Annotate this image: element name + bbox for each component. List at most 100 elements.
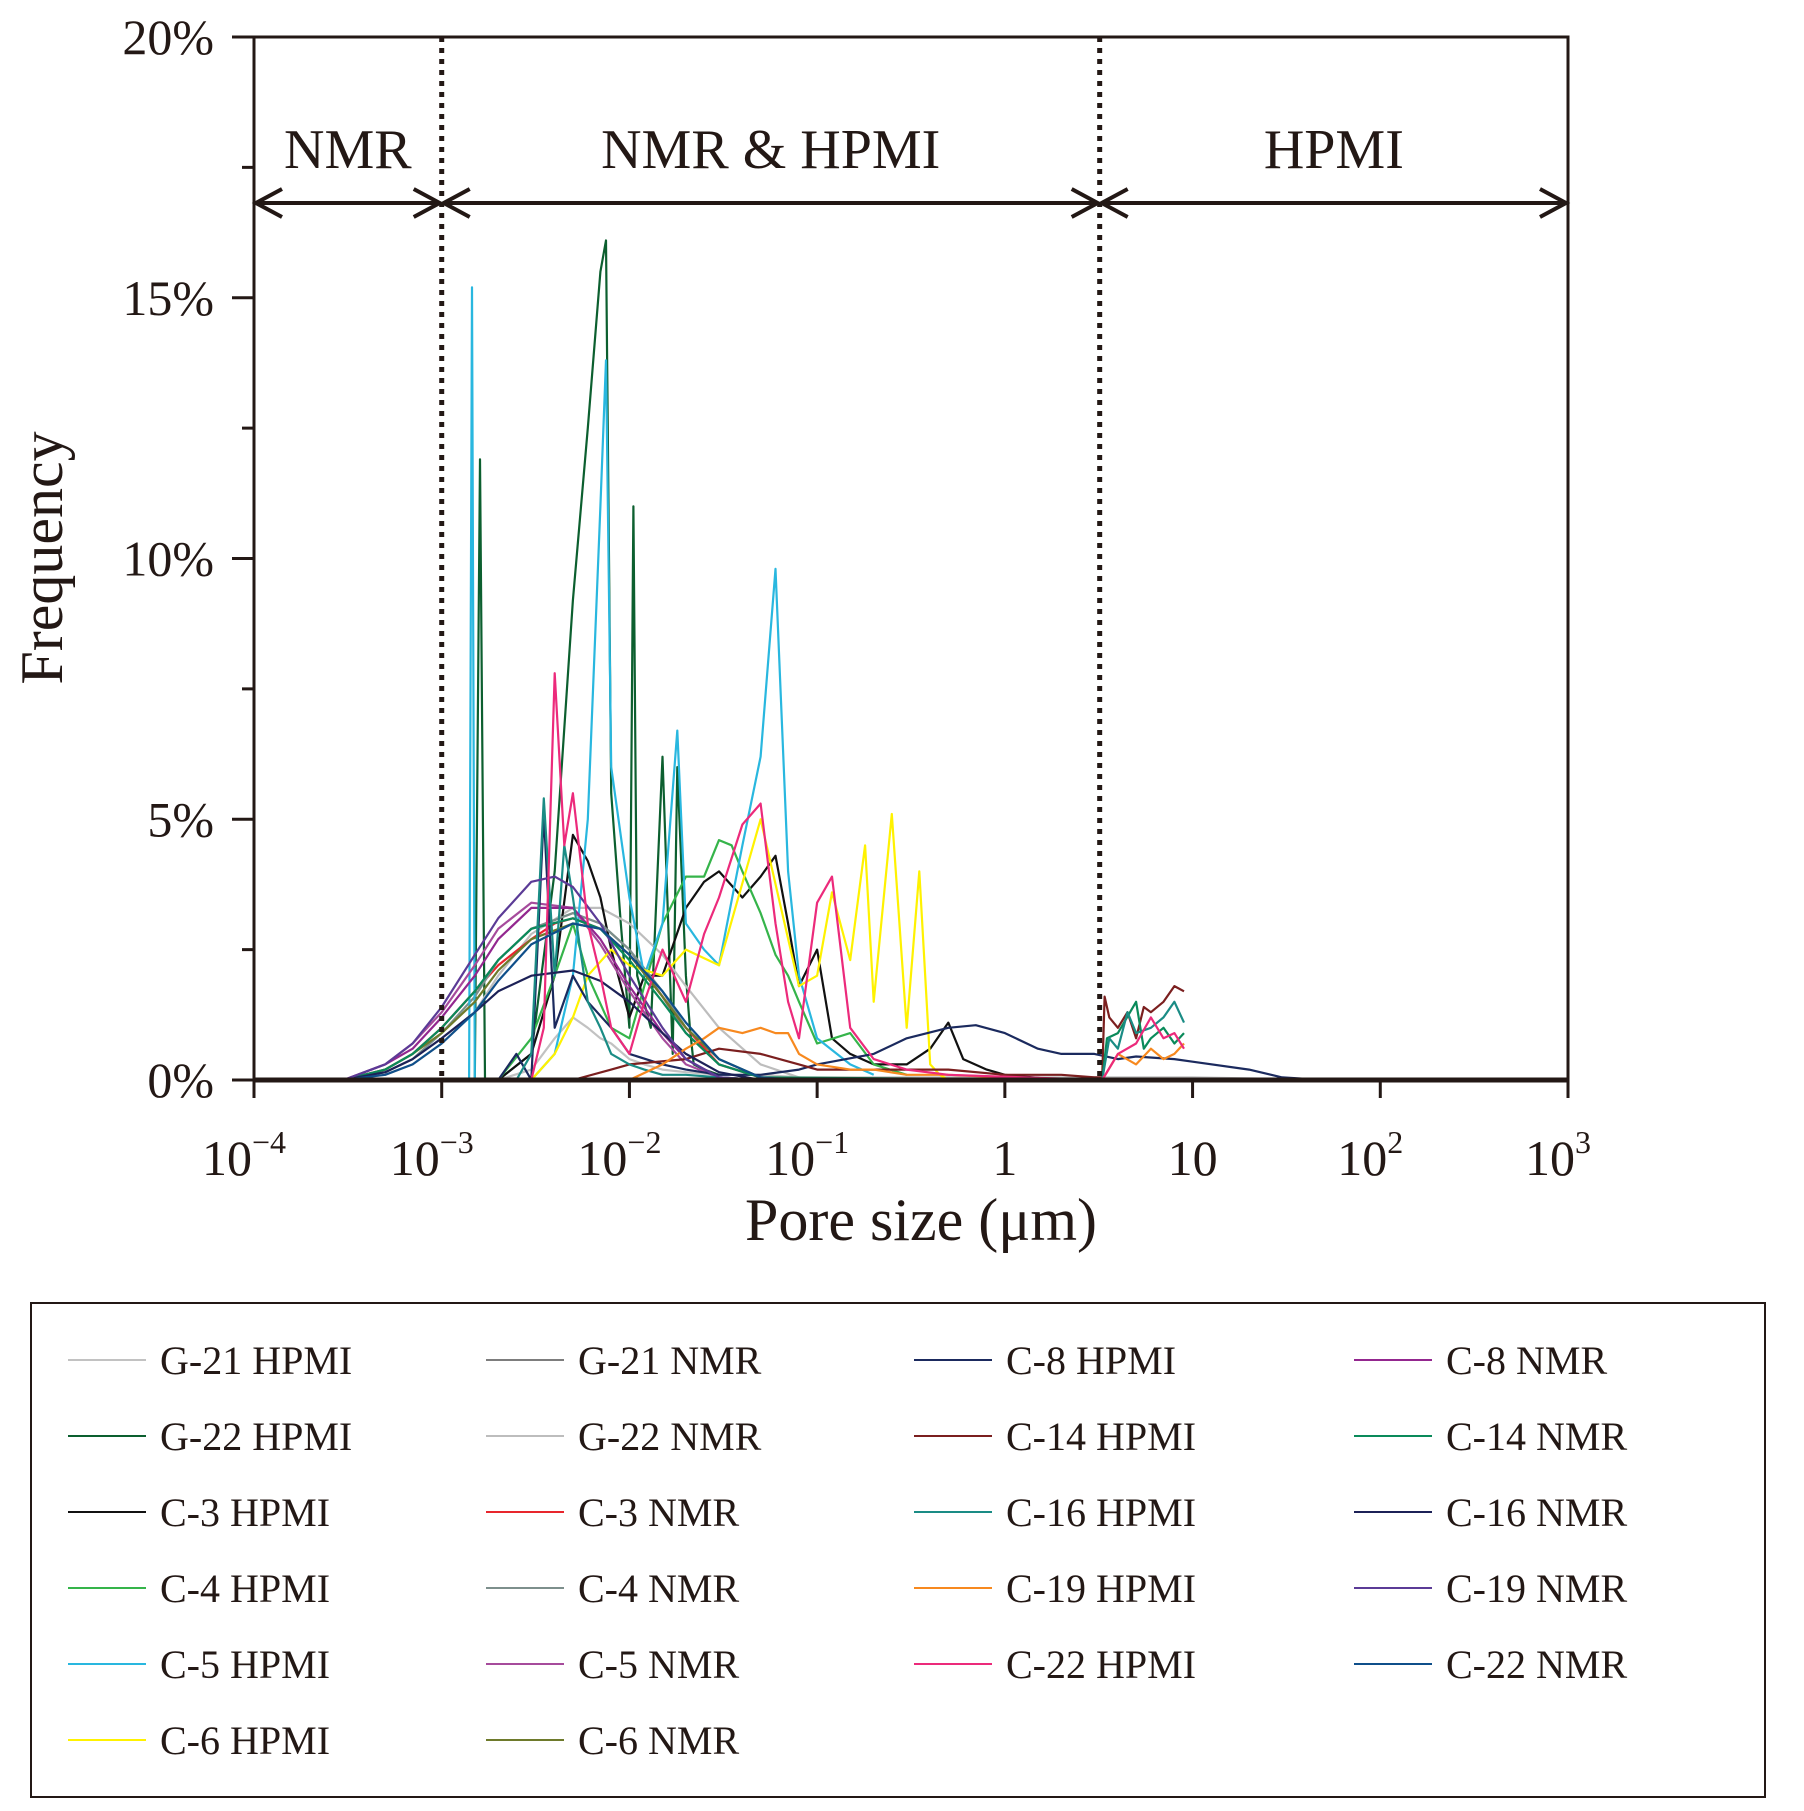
legend-label: C-19 HPMI — [1006, 1565, 1197, 1611]
legend-item: C-22 HPMI — [914, 1626, 1354, 1702]
legend-swatch — [1354, 1587, 1432, 1589]
legend-label: C-16 HPMI — [1006, 1489, 1197, 1535]
legend-swatch — [1354, 1511, 1432, 1513]
legend-item: C-19 NMR — [1354, 1550, 1748, 1626]
series-line-c-5-hpmi — [468, 286, 875, 1082]
region-label: NMR — [284, 119, 412, 181]
legend-swatch — [486, 1511, 564, 1513]
x-axis-title: Pore size (μm) — [745, 1187, 1097, 1253]
plot-frame — [252, 35, 1570, 1082]
legend-label: C-22 HPMI — [1006, 1641, 1197, 1687]
legend-item: C-8 NMR — [1354, 1322, 1748, 1398]
legend-swatch — [914, 1435, 992, 1437]
legend-swatch — [68, 1359, 146, 1361]
series-layer — [254, 239, 1437, 1082]
series-line-c-16-hpmi — [515, 797, 1185, 1082]
legend-swatch — [68, 1739, 146, 1741]
legend-item: G-22 HPMI — [68, 1398, 486, 1474]
legend-item: C-3 NMR — [486, 1474, 914, 1550]
legend-label: C-14 NMR — [1446, 1413, 1628, 1459]
legend-item: C-16 NMR — [1354, 1474, 1748, 1550]
legend-item: G-21 NMR — [486, 1322, 914, 1398]
legend-item: C-16 HPMI — [914, 1474, 1354, 1550]
legend-swatch — [1354, 1663, 1432, 1665]
legend-item: G-21 HPMI — [68, 1322, 486, 1398]
series-line-c-19-hpmi — [628, 1026, 1185, 1082]
legend-label: G-21 NMR — [578, 1337, 762, 1383]
series-line-c-4-nmr — [254, 911, 800, 1082]
legend-label: G-22 HPMI — [160, 1413, 353, 1459]
legend-label: C-5 HPMI — [160, 1641, 331, 1687]
legend-item: C-5 NMR — [486, 1626, 914, 1702]
legend-label: G-22 NMR — [578, 1413, 762, 1459]
legend-item: C-14 NMR — [1354, 1398, 1748, 1474]
legend-label: C-14 HPMI — [1006, 1413, 1197, 1459]
x-tick-label: 103 — [1525, 1124, 1591, 1186]
legend-swatch — [68, 1511, 146, 1513]
legend-label: C-4 HPMI — [160, 1565, 331, 1611]
x-tick-label: 10 — [1168, 1130, 1218, 1186]
legend-label: C-6 HPMI — [160, 1717, 331, 1763]
y-axis-title: Frequency — [9, 431, 75, 684]
pore-size-chart: 0% 5% 10% 15% 20% 10−4 10−3 10−2 10−1 1 10 102 103 N… — [9, 9, 1591, 1253]
legend-grid: G-21 HPMI G-21 NMR C-8 HPMI C-8 NMR G-22 HPM… — [68, 1322, 1748, 1778]
legend-item: C-5 HPMI — [68, 1626, 486, 1702]
legend-swatch — [68, 1663, 146, 1665]
series-line-c-22-nmr — [254, 922, 800, 1082]
region-arrow-head-left — [439, 187, 471, 219]
legend-swatch — [68, 1587, 146, 1589]
series-line-g-21-hpmi — [474, 1016, 1437, 1082]
x-tick-label: 10−3 — [390, 1124, 474, 1186]
legend-swatch — [486, 1435, 564, 1437]
x-tick-label: 10−2 — [577, 1124, 661, 1186]
legend-label: C-19 NMR — [1446, 1565, 1628, 1611]
legend-item: G-22 NMR — [486, 1398, 914, 1474]
legend-label: C-3 NMR — [578, 1489, 740, 1535]
axes-layer: 0% 5% 10% 15% 20% 10−4 10−3 10−2 10−1 1 10 102 103 — [122, 9, 1591, 1186]
legend-swatch — [914, 1663, 992, 1665]
region-label: NMR & HPMI — [601, 119, 940, 181]
legend-item: C-22 NMR — [1354, 1626, 1748, 1702]
series-line-c-14-hpmi — [572, 984, 1185, 1082]
series-line-c-22-hpmi — [530, 672, 1185, 1082]
legend-item: C-14 HPMI — [914, 1398, 1354, 1474]
legend-swatch — [1354, 1435, 1432, 1437]
y-tick-label: 15% — [122, 270, 214, 326]
region-arrow-head-right — [1539, 187, 1571, 219]
legend-swatch — [486, 1587, 564, 1589]
series-line-c-3-hpmi — [497, 833, 1062, 1082]
legend-swatch — [486, 1359, 564, 1361]
region-arrow-head-left — [1097, 187, 1129, 219]
legend-label: C-8 HPMI — [1006, 1337, 1177, 1383]
legend-item: C-19 HPMI — [914, 1550, 1354, 1626]
legend-item: C-4 NMR — [486, 1550, 914, 1626]
legend-label: C-4 NMR — [578, 1565, 740, 1611]
annotation-layer: NMR NMR & HPMI HPMI — [251, 37, 1571, 1080]
series-line-g-21-nmr — [254, 911, 800, 1082]
legend-item: C-3 HPMI — [68, 1474, 486, 1550]
legend-label: C-5 NMR — [578, 1641, 740, 1687]
legend-label: C-16 NMR — [1446, 1489, 1628, 1535]
legend-item: C-8 HPMI — [914, 1322, 1354, 1398]
legend-item: C-6 NMR — [486, 1702, 914, 1778]
region-arrow-head-left — [251, 187, 283, 219]
legend-swatch — [486, 1663, 564, 1665]
series-line-c-6-hpmi — [530, 812, 949, 1081]
y-tick-label: 10% — [122, 531, 214, 587]
y-tick-label: 5% — [147, 791, 214, 847]
legend-label: C-6 NMR — [578, 1717, 740, 1763]
series-line-c-14-nmr — [254, 917, 1185, 1082]
legend-label: C-22 NMR — [1446, 1641, 1628, 1687]
legend-swatch — [914, 1511, 992, 1513]
y-tick-label: 0% — [147, 1052, 214, 1108]
legend-item: C-6 HPMI — [68, 1702, 486, 1778]
legend-swatch — [914, 1587, 992, 1589]
legend-item: C-4 HPMI — [68, 1550, 486, 1626]
region-label: HPMI — [1264, 119, 1404, 181]
legend-swatch — [68, 1435, 146, 1437]
x-tick-label: 10−4 — [202, 1124, 286, 1186]
x-tick-label: 102 — [1337, 1124, 1403, 1186]
series-line-c-19-nmr — [254, 875, 761, 1082]
x-tick-label: 1 — [992, 1130, 1017, 1186]
legend-swatch — [486, 1739, 564, 1741]
